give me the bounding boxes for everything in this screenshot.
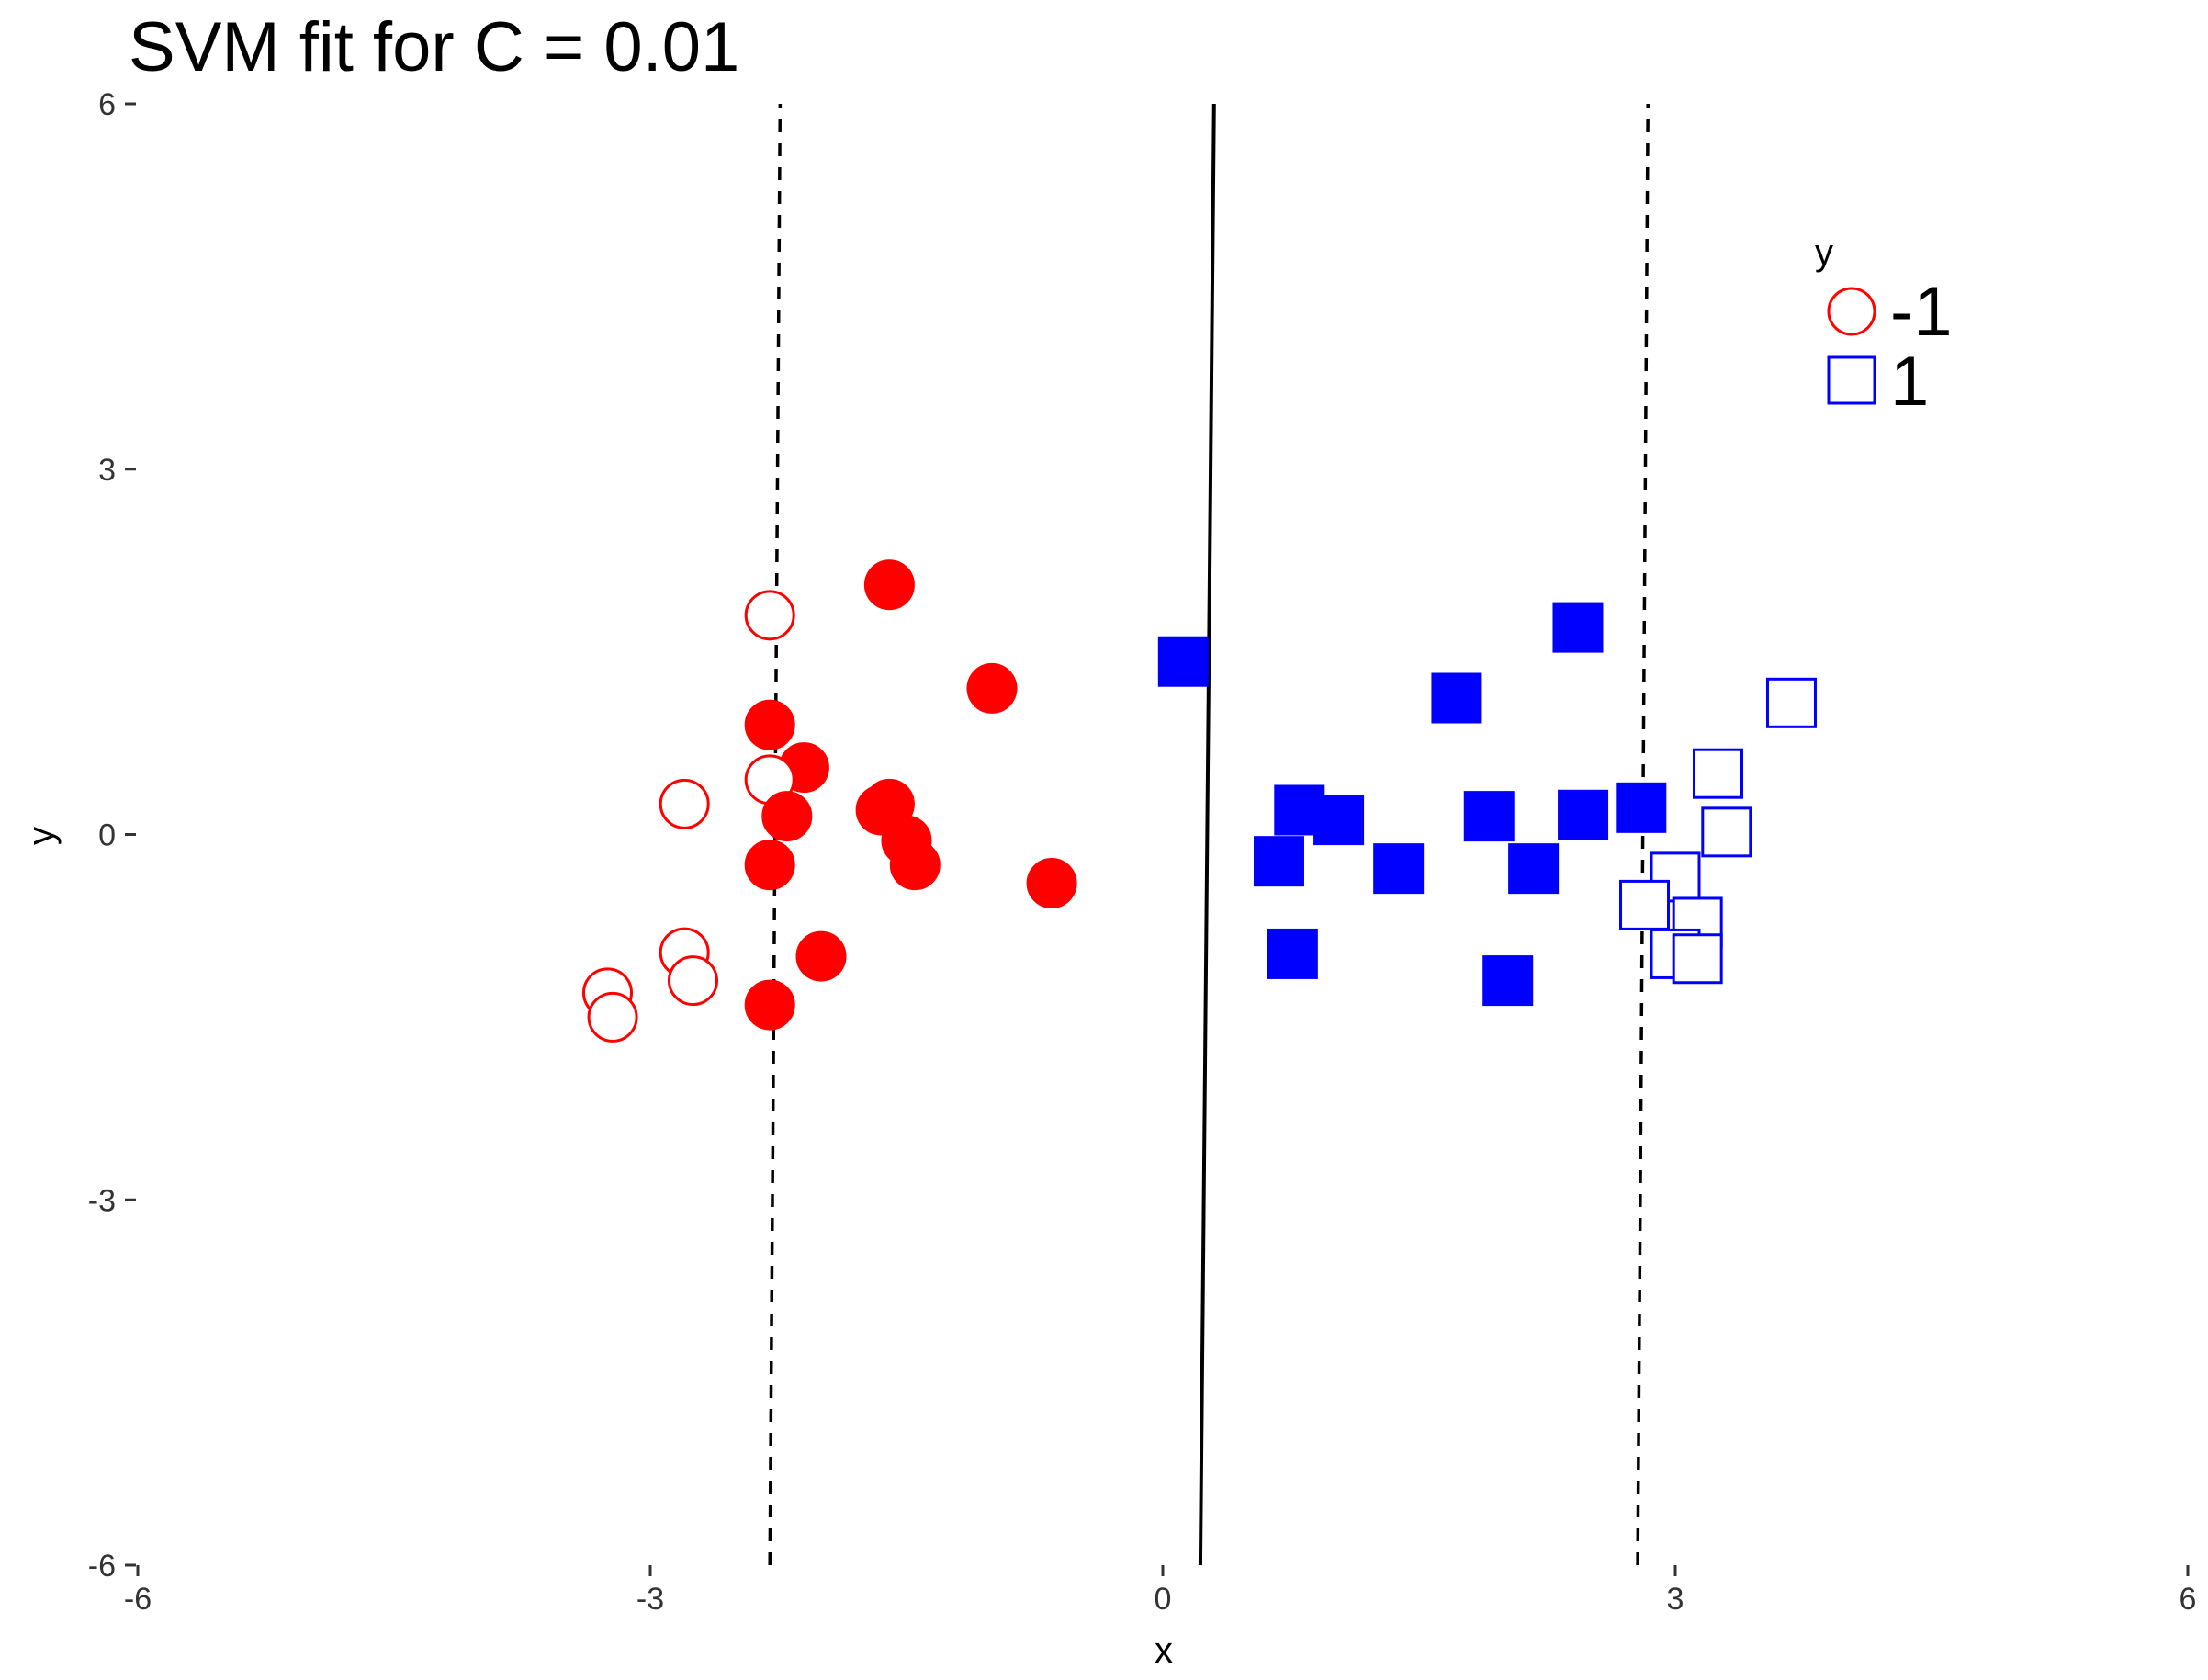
- class-neg1-point: [863, 559, 915, 611]
- class-pos1-point: [1482, 955, 1534, 1007]
- class-neg1-support-vector: [659, 778, 710, 829]
- margin-left-line: [768, 103, 783, 1566]
- class-pos1-point: [1552, 602, 1604, 653]
- class-neg1-point: [889, 840, 941, 891]
- decision-boundary-line: [1198, 103, 1216, 1566]
- x-axis-title: x: [1155, 1630, 1173, 1671]
- margin-right-line: [1636, 103, 1650, 1566]
- y-axis-title: y: [21, 827, 62, 845]
- class-pos1-support-vector: [1765, 677, 1817, 728]
- axes: -6 -3 0 3 6 -6 -3 0 3 6: [88, 87, 2197, 1617]
- class-pos1-point: [1373, 843, 1425, 895]
- class-pos1-support-vector: [1701, 806, 1752, 858]
- class-neg1-support-vector: [668, 955, 718, 1007]
- class-neg1-point: [795, 930, 847, 982]
- class-neg1-point: [761, 791, 813, 842]
- class-neg1-support-vector: [587, 991, 638, 1043]
- x-tick-label: 6: [2180, 1582, 2197, 1617]
- legend-label-pos1: 1: [1890, 343, 1929, 421]
- data-points: [582, 559, 1817, 1043]
- chart-title: SVM fit for C = 0.01: [129, 8, 740, 86]
- class-pos1-point: [1431, 672, 1482, 724]
- class-pos1-point: [1463, 791, 1515, 842]
- legend: y -1 1: [1815, 232, 1953, 421]
- y-tick-label: -3: [88, 1183, 116, 1218]
- class-pos1-point: [1508, 843, 1560, 895]
- class-pos1-point: [1267, 928, 1318, 979]
- legend-keys: [1827, 287, 1876, 405]
- y-tick-label: 3: [98, 453, 116, 488]
- class-pos1-point: [1558, 789, 1609, 840]
- legend-key-square: [1827, 355, 1876, 405]
- class-neg1-point: [1026, 858, 1077, 909]
- x-tick-label: 0: [1155, 1582, 1172, 1617]
- class-neg1-point: [744, 699, 795, 750]
- class-neg1-point: [744, 979, 795, 1031]
- class-neg1-support-vector: [744, 590, 795, 641]
- class-pos1-support-vector: [1619, 879, 1671, 930]
- class-pos1-point: [1157, 636, 1209, 687]
- y-tick-label: -6: [88, 1549, 116, 1584]
- class-pos1-support-vector: [1693, 748, 1743, 799]
- svm-lines: [768, 103, 1650, 1566]
- class-pos1-point: [1313, 795, 1365, 846]
- class-pos1-support-vector: [1672, 933, 1723, 985]
- class-pos1-point: [1253, 836, 1304, 887]
- x-tick-label: 3: [1667, 1582, 1684, 1617]
- class-pos1-point: [1616, 782, 1667, 833]
- legend-title: y: [1815, 232, 1833, 273]
- legend-label-neg1: -1: [1890, 273, 1953, 351]
- y-tick-label: 6: [98, 87, 116, 122]
- x-tick-label: -3: [636, 1582, 664, 1617]
- x-tick-label: -6: [124, 1582, 152, 1617]
- class-neg1-point: [744, 840, 795, 891]
- legend-key-circle: [1827, 287, 1876, 336]
- class-neg1-point: [966, 662, 1018, 714]
- y-tick-label: 0: [98, 818, 116, 853]
